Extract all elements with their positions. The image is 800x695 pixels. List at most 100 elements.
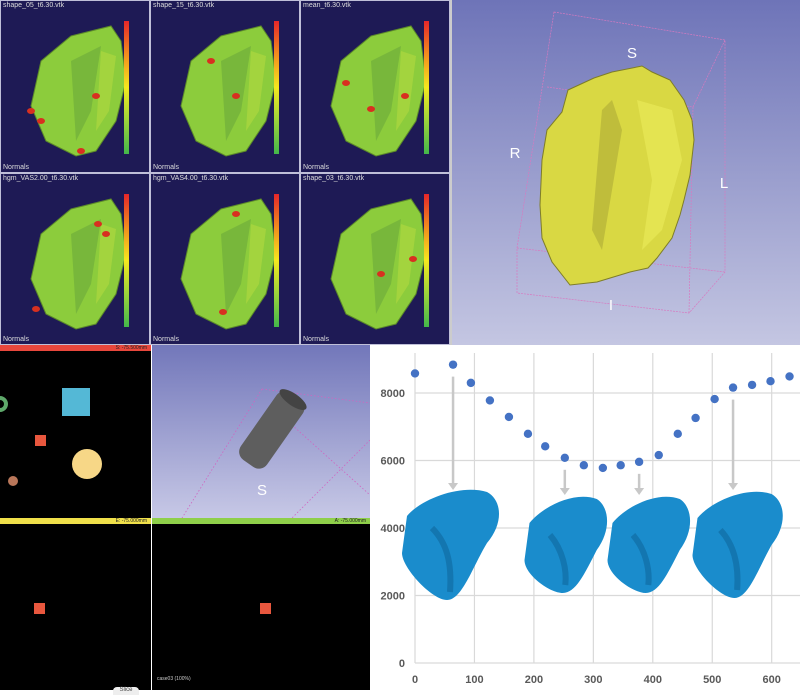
high-error-region <box>207 58 215 64</box>
high-error-region <box>232 211 240 217</box>
viewer-footer: Normals <box>3 336 30 343</box>
cylinder-scene: S <box>181 388 371 519</box>
data-point <box>673 429 682 439</box>
cylinder-orientation-label: S <box>257 482 267 499</box>
shape-viewer[interactable]: shape_15_t6.30.vtk Normals <box>150 0 300 173</box>
yellow-slice-slider[interactable]: E: -75.000mm <box>0 518 151 524</box>
shape-viewer[interactable]: shape_03_t6.30.vtk Normals <box>300 173 450 345</box>
arrow-head <box>634 488 645 495</box>
data-point <box>579 461 589 470</box>
data-point <box>485 396 495 405</box>
red-slice-slider[interactable]: S: -75.500mm <box>0 345 151 351</box>
data-point <box>598 463 608 473</box>
shape-viewer[interactable]: shape_05_t6.30.vtk Normals <box>0 0 150 173</box>
x-tick-label: 200 <box>525 674 543 686</box>
cylinder <box>239 389 307 469</box>
viewer-title: shape_15_t6.30.vtk <box>153 2 215 9</box>
orientation-label-i: I <box>609 297 613 314</box>
x-tick-label: 300 <box>584 674 602 686</box>
data-point <box>747 380 757 390</box>
y-tick-label: 0 <box>399 658 405 670</box>
green-slice-view[interactable]: case03 (100%) <box>152 524 370 690</box>
viewer-footer: Normals <box>3 164 30 171</box>
shape-shading <box>718 527 741 591</box>
viewer-footer: Normals <box>303 336 330 343</box>
green-ring <box>0 396 8 412</box>
3d-cylinder-view[interactable]: S <box>152 345 371 519</box>
y-tick-label: 6000 <box>381 456 405 468</box>
high-error-region <box>367 106 375 112</box>
status-text: case03 (100%) <box>157 676 191 682</box>
high-error-region <box>37 118 45 124</box>
high-error-region <box>219 309 227 315</box>
blue-bone-shape <box>524 496 608 593</box>
viewer-title: hgm_VAS2.00_t6.30.vtk <box>3 175 78 182</box>
blue-bone-shape <box>402 489 500 600</box>
data-point <box>634 457 644 467</box>
3d-view[interactable]: S R L I <box>450 0 800 345</box>
shape-surface <box>30 198 127 330</box>
slicer-layout: S: -75.500mm S E: -75.000mm A: -75.000mm… <box>0 345 372 695</box>
color-scale-bar <box>424 194 429 327</box>
y-tick-label: 4000 <box>381 523 405 535</box>
high-error-region <box>401 93 409 99</box>
y-tick-label: 2000 <box>381 591 405 603</box>
yellow-circle <box>72 449 102 479</box>
data-point <box>540 442 550 451</box>
high-error-region <box>342 80 350 86</box>
blue-bone-shape <box>607 496 691 593</box>
shape-shading <box>429 525 454 593</box>
shape-viewer[interactable]: hgm_VAS2.00_t6.30.vtk Normals <box>0 173 150 345</box>
red-square <box>35 435 46 446</box>
viewer-title: mean_t6.30.vtk <box>303 2 351 9</box>
bounding-box <box>516 11 726 314</box>
arrow-head <box>728 483 739 490</box>
viewer-footer: Normals <box>303 164 330 171</box>
color-scale-bar <box>274 194 279 327</box>
red-square <box>260 603 271 614</box>
data-point <box>560 453 570 462</box>
color-scale-bar <box>124 21 129 154</box>
shape-surface <box>180 25 277 157</box>
data-point <box>766 376 775 386</box>
x-tick-label: 400 <box>644 674 662 686</box>
high-error-region <box>94 221 102 227</box>
shape-shading <box>630 533 652 586</box>
color-scale-bar <box>424 21 429 154</box>
green-slice-slider[interactable]: A: -75.000mm <box>152 518 370 524</box>
shape-surface <box>330 25 427 157</box>
data-point <box>785 372 794 381</box>
data-point <box>504 412 514 422</box>
data-point <box>728 383 738 392</box>
data-point <box>523 429 533 439</box>
shape-shading <box>547 533 569 586</box>
brown-dot <box>8 476 18 486</box>
viewer-footer: Normals <box>153 164 180 171</box>
x-tick-label: 0 <box>412 674 418 686</box>
color-scale-bar <box>124 194 129 327</box>
data-point <box>410 369 420 378</box>
high-error-region <box>409 256 417 262</box>
slice-tab[interactable]: Slice <box>113 687 139 695</box>
x-tick-label: 600 <box>763 674 781 686</box>
shape-surface <box>27 25 127 157</box>
shape-surface <box>330 198 427 330</box>
y-tick-label: 8000 <box>381 388 405 400</box>
yellow-slice-view[interactable] <box>0 524 151 690</box>
orientation-label-l: L <box>720 175 728 192</box>
shape-viewer[interactable]: hgm_VAS4.00_t6.30.vtk Normals <box>150 173 300 345</box>
shape-viewer[interactable]: mean_t6.30.vtk Normals <box>300 0 450 173</box>
x-tick-label: 100 <box>465 674 483 686</box>
data-point <box>710 394 719 404</box>
viewer-title: hgm_VAS4.00_t6.30.vtk <box>153 175 228 182</box>
red-square <box>34 603 45 614</box>
red-slice-view[interactable] <box>0 351 151 523</box>
orientation-label-s: S <box>627 45 637 62</box>
arrow-head <box>448 483 459 490</box>
high-error-region <box>77 148 85 154</box>
viewer-title: shape_05_t6.30.vtk <box>3 2 65 9</box>
data-point <box>616 461 625 470</box>
high-error-region <box>102 231 110 237</box>
high-error-region <box>232 93 240 99</box>
